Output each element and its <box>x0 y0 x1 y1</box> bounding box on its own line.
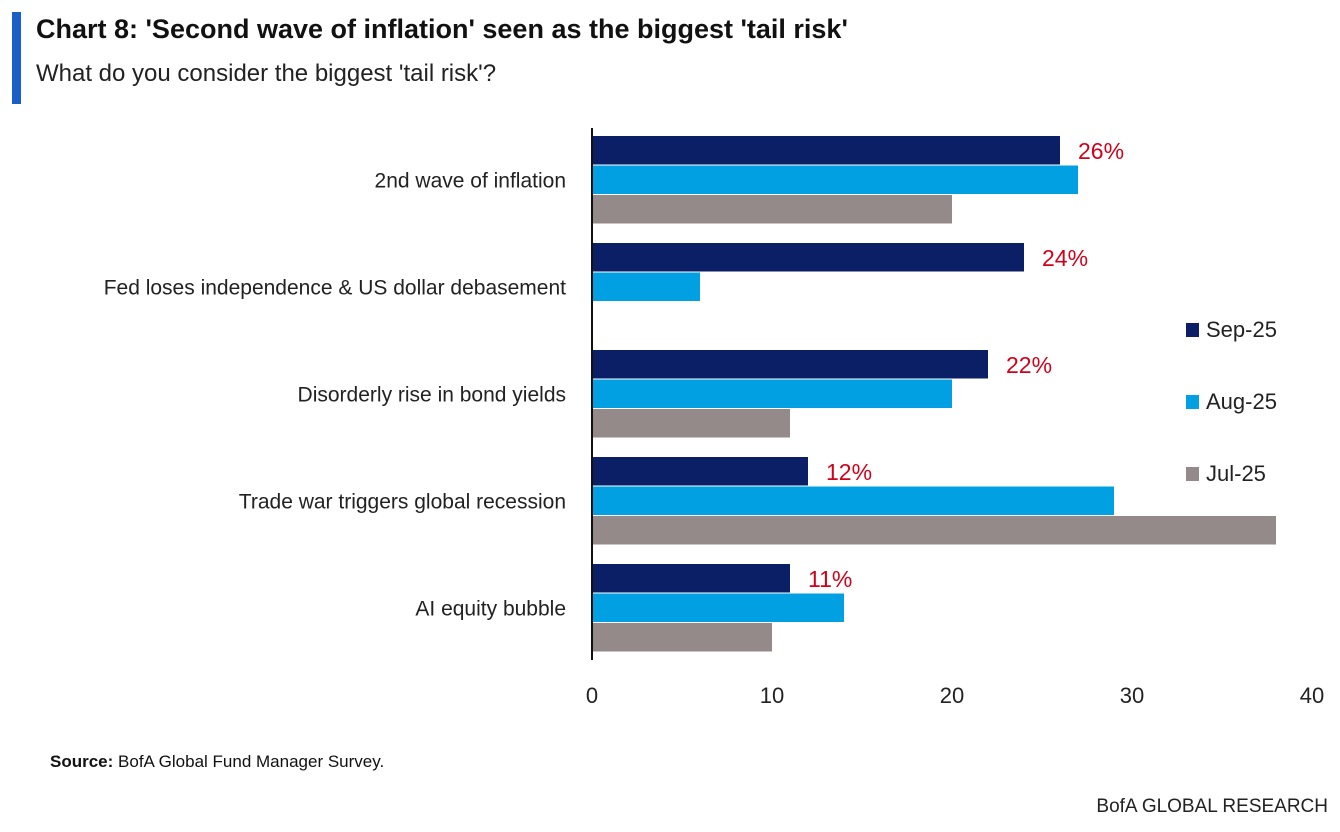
chart-subtitle: What do you consider the biggest 'tail r… <box>36 60 497 87</box>
data-label: 24% <box>1042 245 1088 271</box>
brand-footer: BofA GLOBAL RESEARCH <box>1096 796 1328 817</box>
source-note: Source: BofA Global Fund Manager Survey. <box>50 752 384 772</box>
legend-label: Sep-25 <box>1206 317 1277 342</box>
category-label: Fed loses independence & US dollar debas… <box>104 276 566 299</box>
data-label: 12% <box>826 459 872 485</box>
legend-swatch <box>1186 395 1199 409</box>
data-label: 11% <box>808 566 852 592</box>
source-label: Source: <box>50 752 114 771</box>
bar-sep-25 <box>592 350 988 379</box>
category-label: AI equity bubble <box>415 597 566 620</box>
legend-label: Aug-25 <box>1206 389 1277 414</box>
bar-aug-25 <box>592 272 700 301</box>
bar-jul-25 <box>592 623 772 652</box>
category-label: Disorderly rise in bond yields <box>298 383 566 406</box>
category-label: 2nd wave of inflation <box>375 169 566 192</box>
bar-sep-25 <box>592 243 1024 272</box>
x-tick-label: 30 <box>1120 683 1144 708</box>
legend-swatch <box>1186 467 1199 481</box>
x-tick-label: 40 <box>1300 683 1324 708</box>
bar-sep-25 <box>592 457 808 486</box>
data-label: 22% <box>1006 352 1052 378</box>
category-label: Trade war triggers global recession <box>239 490 566 513</box>
legend-swatch <box>1186 323 1199 337</box>
source-text: BofA Global Fund Manager Survey. <box>118 752 385 771</box>
chart-title: Chart 8: 'Second wave of inflation' seen… <box>36 14 848 44</box>
bar-sep-25 <box>592 564 790 593</box>
title-accent-bar <box>12 12 21 104</box>
bar-jul-25 <box>592 409 790 438</box>
x-tick-label: 20 <box>940 683 964 708</box>
bar-aug-25 <box>592 165 1078 194</box>
legend-label: Jul-25 <box>1206 461 1266 486</box>
x-tick-label: 0 <box>586 683 598 708</box>
x-tick-label: 10 <box>760 683 784 708</box>
bar-jul-25 <box>592 195 952 224</box>
data-label: 26% <box>1078 138 1124 164</box>
bar-aug-25 <box>592 593 844 622</box>
bar-jul-25 <box>592 516 1276 545</box>
bar-aug-25 <box>592 379 952 408</box>
bar-sep-25 <box>592 136 1060 165</box>
bar-aug-25 <box>592 486 1114 515</box>
